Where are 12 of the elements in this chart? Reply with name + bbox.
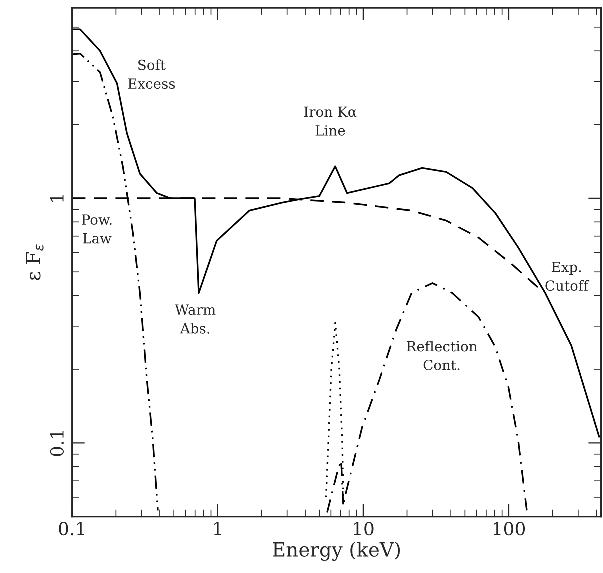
annotation: Soft Excess [128,60,176,90]
annotation: Exp. Cutoff [546,262,590,292]
x-tick-label: 0.1 [59,522,84,536]
x-axis-title: Energy (keV) [273,542,400,562]
y-axis-title: ε F$_{ε}$ [26,244,44,280]
annotation: Reflection Cont. [406,340,478,370]
x-tick-label: 10 [354,522,374,536]
x-tick-label: 100 [494,522,526,536]
annotation: Iron Kα Line [304,106,357,136]
annotation: Warm Abs. [175,304,216,334]
x-tick-label: 1 [214,522,222,536]
annotation: Pow. Law [82,214,112,244]
